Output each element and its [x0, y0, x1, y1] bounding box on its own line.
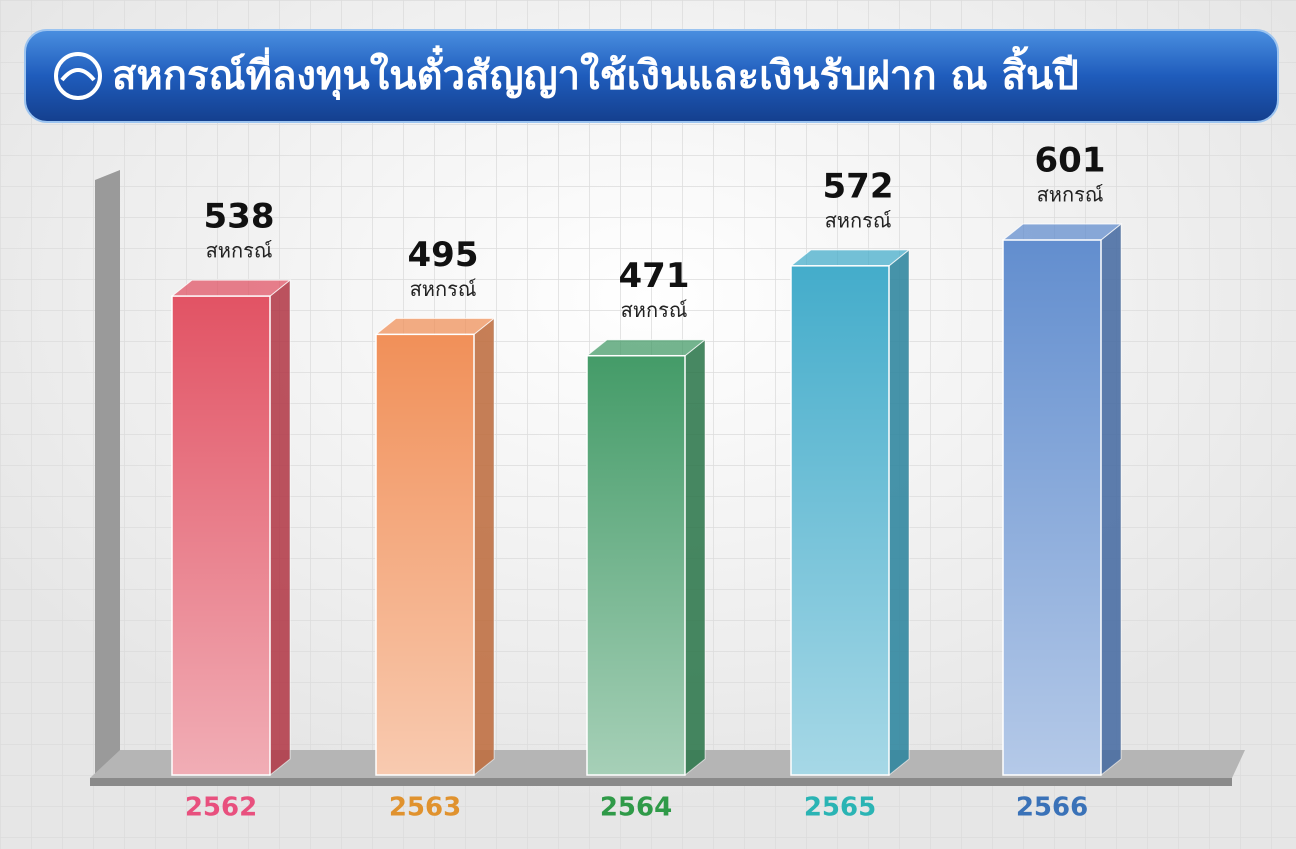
bar-top	[170, 279, 292, 297]
floor-edge	[90, 778, 1232, 786]
bar-shine	[1003, 240, 1101, 775]
value-unit: สหกรณ์	[410, 277, 477, 301]
left-wall	[95, 170, 120, 775]
value-label: 572	[823, 166, 894, 206]
value-unit: สหกรณ์	[206, 239, 273, 263]
title-logo	[54, 52, 102, 100]
value-unit: สหกรณ์	[1037, 183, 1104, 207]
bar-side-shade	[270, 280, 290, 775]
bar-shine	[791, 265, 889, 775]
bar-shine	[376, 334, 474, 775]
title-bar	[24, 29, 1279, 123]
bar-shine	[172, 296, 270, 775]
x-tick-label: 2565	[804, 793, 876, 823]
bar-top	[374, 317, 496, 335]
x-tick-label: 2562	[185, 793, 257, 823]
bar-side-shade	[889, 249, 909, 775]
bar-side-shade	[685, 339, 705, 775]
bar-top	[585, 339, 707, 357]
value-label: 601	[1035, 141, 1106, 181]
x-tick-label: 2564	[600, 793, 672, 823]
x-tick-label: 2563	[389, 793, 461, 823]
bar-top	[789, 249, 911, 267]
value-label: 471	[619, 256, 690, 296]
bar-top	[1001, 223, 1123, 241]
value-unit: สหกรณ์	[825, 208, 892, 232]
value-label: 538	[204, 197, 275, 237]
x-tick-label: 2566	[1016, 793, 1088, 823]
value-unit: สหกรณ์	[621, 298, 688, 322]
value-label: 495	[408, 235, 479, 275]
bar-shine	[587, 355, 685, 775]
bar-side-shade	[474, 318, 494, 775]
bar-side-shade	[1101, 224, 1121, 775]
chart-title: สหกรณ์ที่ลงทุนในตั๋วสัญญาใช้เงินและเงินร…	[112, 45, 1079, 101]
